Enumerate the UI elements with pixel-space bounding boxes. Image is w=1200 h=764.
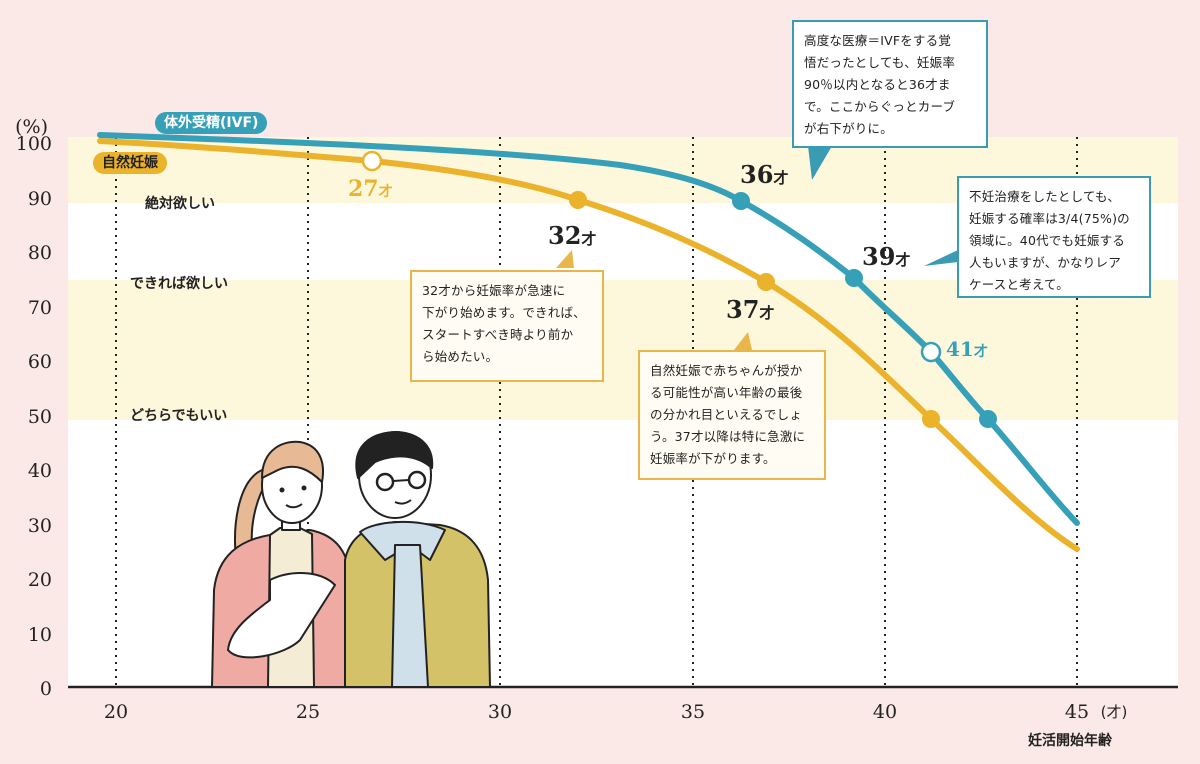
x-unit-label: (才)	[1101, 703, 1128, 721]
natural-line	[97, 138, 1080, 552]
y-tick: 30	[28, 515, 52, 537]
x-tick: 35	[681, 701, 705, 723]
y-tick: 20	[28, 569, 52, 591]
x-tick: 40	[873, 701, 897, 723]
x-tick: 30	[488, 701, 512, 723]
y-tick: 80	[28, 242, 52, 264]
legend-ivf: 体外受精(IVF)	[155, 112, 268, 134]
marker-natural-27	[361, 150, 383, 172]
y-unit-label: (%)	[15, 116, 48, 138]
x-axis-ticks: 20 25 30 35 40 45	[104, 701, 1089, 723]
marker-ivf-39	[845, 269, 863, 287]
age-label-36: 36才	[740, 160, 788, 189]
callout-text: 32才から妊娠率が急速に 下がり始めます。できれば、 スタートすべき時より前か …	[422, 283, 586, 364]
callout-tail-nat-37	[734, 332, 752, 350]
x-tick: 20	[104, 701, 128, 723]
y-axis-ticks: (%) 100 90 80 70 60 50 40 30 20 10 0	[15, 116, 52, 700]
y-tick: 10	[28, 624, 52, 646]
callout-text: 高度な医療＝IVFをする覚 悟だったとしても、妊娠率 90％以内となると36才ま…	[804, 33, 956, 136]
y-tick: 90	[28, 188, 52, 210]
callout-tail-ivf-36	[808, 146, 832, 180]
x-tick: 25	[296, 701, 320, 723]
marker-natural-37	[757, 273, 775, 291]
age-label-39: 39才	[862, 242, 910, 271]
y-tick: 70	[28, 297, 52, 319]
marker-ivf-41	[920, 341, 942, 363]
y-tick: 0	[40, 678, 52, 700]
band-label-absolute: 絶対欲しい	[145, 195, 215, 212]
callout-nat-32: 32才から妊娠率が急速に 下がり始めます。できれば、 スタートすべき時より前か …	[410, 270, 604, 382]
series-natural	[97, 138, 1080, 552]
callout-tail-nat-32	[556, 250, 574, 268]
man-figure	[344, 431, 491, 688]
marker-natural-41	[922, 410, 940, 428]
callout-nat-37: 自然妊娠で赤ちゃんが授か る可能性が高い年齢の最後 の分かれ目といえるでしょ う…	[638, 350, 826, 480]
couple-illustration	[211, 431, 491, 688]
x-tick: 45	[1065, 701, 1089, 723]
x-axis-title: 妊活開始年齢	[1028, 732, 1113, 749]
marker-ivf-42	[979, 410, 997, 428]
marker-ivf-36	[732, 192, 750, 210]
y-tick: 40	[28, 460, 52, 482]
age-label-41: 41才	[946, 337, 988, 361]
callout-text: 不妊治療をしたとしても、 妊娠する確率は3/4(75%)の 領域に。40代でも妊…	[969, 189, 1130, 292]
callout-tail-ivf-39	[924, 250, 958, 266]
y-tick: 50	[28, 406, 52, 428]
band-label-if-possible: できれば欲しい	[130, 275, 228, 292]
y-tick: 60	[28, 351, 52, 373]
band-label-either: どちらでもいい	[130, 408, 227, 424]
age-label-27: 27才	[348, 176, 393, 202]
age-label-37: 37才	[726, 295, 774, 324]
callout-text: 自然妊娠で赤ちゃんが授か る可能性が高い年齢の最後 の分かれ目といえるでしょ う…	[650, 363, 806, 466]
band-50-75	[68, 280, 1178, 420]
age-labels: 27才 32才 37才 36才 39才 41才	[348, 160, 988, 361]
y-tick: 100	[16, 133, 52, 155]
callout-ivf-36: 高度な医療＝IVFをする覚 悟だったとしても、妊娠率 90％以内となると36才ま…	[792, 20, 988, 148]
markers	[361, 150, 997, 428]
age-label-32: 32才	[548, 221, 596, 250]
legend-natural: 自然妊娠	[93, 152, 167, 174]
marker-natural-32	[569, 191, 587, 209]
callout-ivf-39: 不妊治療をしたとしても、 妊娠する確率は3/4(75%)の 領域に。40代でも妊…	[957, 176, 1151, 298]
